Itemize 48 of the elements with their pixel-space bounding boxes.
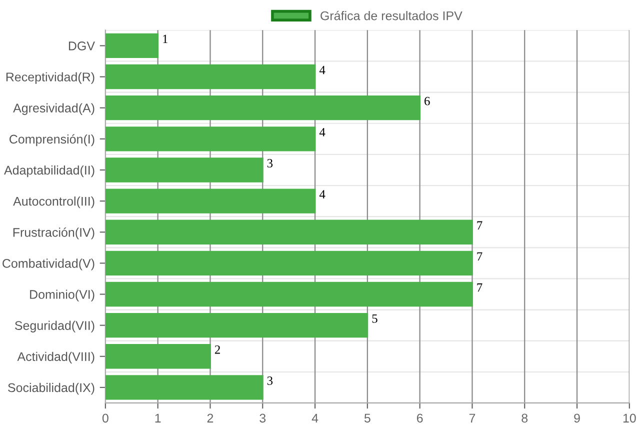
bar: [105, 375, 264, 400]
x-tick-label: 8: [522, 414, 528, 423]
y-tick-label: Autocontrol(III): [13, 196, 94, 208]
x-tick-label: 6: [416, 414, 423, 423]
y-tick-label: Comprensión(I): [10, 134, 94, 146]
data-label: 4: [319, 66, 326, 74]
y-tick-label: Combatividad(V): [2, 258, 94, 270]
x-tick-label: 7: [469, 414, 476, 422]
y-tick-label: Adaptabilidad(II): [4, 165, 94, 178]
bar: [105, 188, 316, 214]
y-tick-label: DGV: [68, 42, 95, 50]
data-label: 6: [424, 96, 430, 106]
y-tick-label: Dominio(VI): [30, 290, 94, 302]
bar: [105, 220, 473, 244]
x-tick-label: 0: [102, 414, 108, 423]
bar: [105, 312, 368, 338]
bar: [105, 33, 159, 58]
data-label: 3: [267, 376, 273, 385]
legend-label: Gráfica de resultados IPV: [320, 10, 462, 20]
x-tick-label: 5: [364, 414, 370, 423]
bar: [105, 344, 211, 369]
y-tick-label: Agresividad(A): [13, 103, 94, 115]
data-label: 3: [267, 159, 273, 168]
bar: [105, 64, 316, 90]
y-tick-label: Receptividad(R): [6, 72, 94, 84]
bar: [105, 282, 473, 307]
y-tick-label: Seguridad(VII): [14, 320, 94, 332]
bar: [105, 126, 316, 152]
data-label: 7: [477, 221, 482, 230]
y-tick-label: Sociabilidad(IX): [8, 382, 94, 395]
x-tick-label: 4: [312, 414, 318, 422]
x-tick-label: 9: [574, 414, 580, 423]
y-tick-label: Actividad(VIII): [17, 352, 94, 364]
data-label: 4: [319, 128, 326, 136]
data-label: 1: [163, 34, 168, 44]
y-tick-label: Frustración(IV): [13, 228, 94, 240]
x-tick-label: 3: [260, 414, 266, 423]
data-label: 7: [477, 283, 482, 292]
data-label: 2: [214, 345, 220, 354]
x-tick-label: 10: [623, 414, 636, 423]
bar: [105, 158, 264, 182]
data-label: 4: [319, 190, 326, 198]
data-label: 7: [477, 252, 482, 261]
bar: [105, 250, 473, 276]
data-label: 5: [372, 314, 378, 323]
x-tick-label: 1: [155, 414, 161, 422]
bar: [105, 95, 421, 120]
x-tick-label: 2: [207, 414, 214, 422]
